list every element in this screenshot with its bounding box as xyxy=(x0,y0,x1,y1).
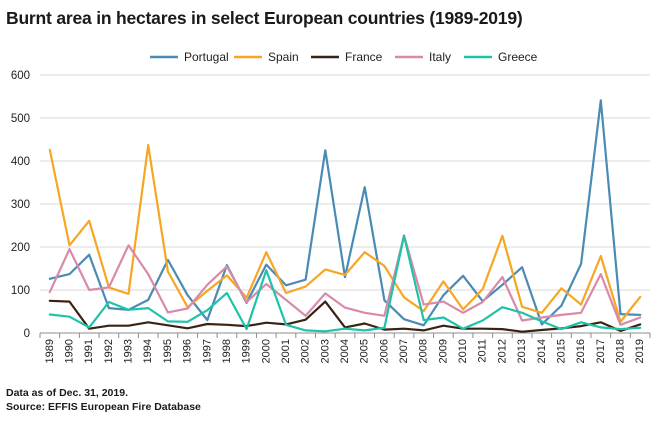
x-tick-label: 2000 xyxy=(260,339,272,363)
x-tick-label: 1994 xyxy=(142,339,154,363)
x-tick-label: 2002 xyxy=(300,339,312,363)
x-tick-label: 2011 xyxy=(477,339,489,363)
x-tick-label: 2012 xyxy=(496,339,508,363)
series-line-spain xyxy=(48,144,642,323)
x-tick-label: 2003 xyxy=(319,339,331,363)
series-line-france xyxy=(48,299,642,333)
x-tick-label: 2017 xyxy=(595,339,607,363)
y-tick-label: 400 xyxy=(11,156,30,168)
x-tick-label: 1999 xyxy=(241,339,253,363)
x-axis: 1989 1990 1991 1992 1993 1994 1995 1996 1997 1998… xyxy=(39,332,651,363)
series-lines xyxy=(48,99,642,333)
x-tick-label: 1989 xyxy=(44,339,56,363)
legend-label-portugal: Portugal xyxy=(184,50,229,64)
x-tick-label: 2009 xyxy=(437,339,449,363)
y-tick-label: 200 xyxy=(11,242,30,254)
x-tick-label: 1997 xyxy=(201,339,213,363)
x-tick-label: 2019 xyxy=(634,339,646,363)
x-tick-label: 1995 xyxy=(162,339,174,363)
chart-title: Burnt area in hectares in select Europea… xyxy=(6,8,523,28)
x-tick-label: 2008 xyxy=(418,339,430,363)
x-tick-label: 1996 xyxy=(182,339,194,363)
series-line-portugal xyxy=(48,99,642,327)
x-tick-label: 2014 xyxy=(536,339,548,363)
x-tick-label: 1992 xyxy=(103,339,115,363)
y-tick-label: 300 xyxy=(11,199,30,211)
y-axis: 0 100 200 300 400 500 600 xyxy=(11,70,30,340)
x-tick-label: 2006 xyxy=(378,339,390,363)
x-tick-label: 2007 xyxy=(398,339,410,363)
x-tick-label: 1991 xyxy=(83,339,95,363)
legend-label-italy: Italy xyxy=(429,50,451,64)
y-tick-label: 100 xyxy=(11,285,30,297)
legend-label-greece: Greece xyxy=(498,50,538,64)
x-tick-label: 2018 xyxy=(614,339,626,363)
y-tick-label: 500 xyxy=(11,113,30,125)
grid-lines xyxy=(40,74,650,291)
x-tick-label: 2016 xyxy=(575,339,587,363)
x-tick-label: 2015 xyxy=(555,339,567,363)
x-tick-label: 1993 xyxy=(123,339,135,363)
x-tick-label: 1990 xyxy=(64,339,76,363)
x-tick-label: 2001 xyxy=(280,339,292,363)
source-note: Source: EFFIS European Fire Database xyxy=(6,401,201,413)
y-tick-label: 600 xyxy=(11,70,30,82)
data-note: Data as of Dec. 31, 2019. xyxy=(6,387,128,399)
x-tick-label: 2010 xyxy=(457,339,469,363)
legend-label-spain: Spain xyxy=(268,50,299,64)
x-tick-label: 2004 xyxy=(339,339,351,363)
line-chart: Portugal Spain France Italy Greece 010020030… xyxy=(11,50,651,363)
legend-label-france: France xyxy=(345,50,383,64)
legend: Portugal Spain France Italy Greece xyxy=(150,50,538,64)
x-tick-label: 1998 xyxy=(221,339,233,363)
series-line-italy xyxy=(48,234,642,326)
y-tick-label: 0 xyxy=(24,328,30,340)
x-tick-label: 2005 xyxy=(359,339,371,363)
series-line-greece xyxy=(48,234,642,333)
x-tick-label: 2013 xyxy=(516,339,528,363)
